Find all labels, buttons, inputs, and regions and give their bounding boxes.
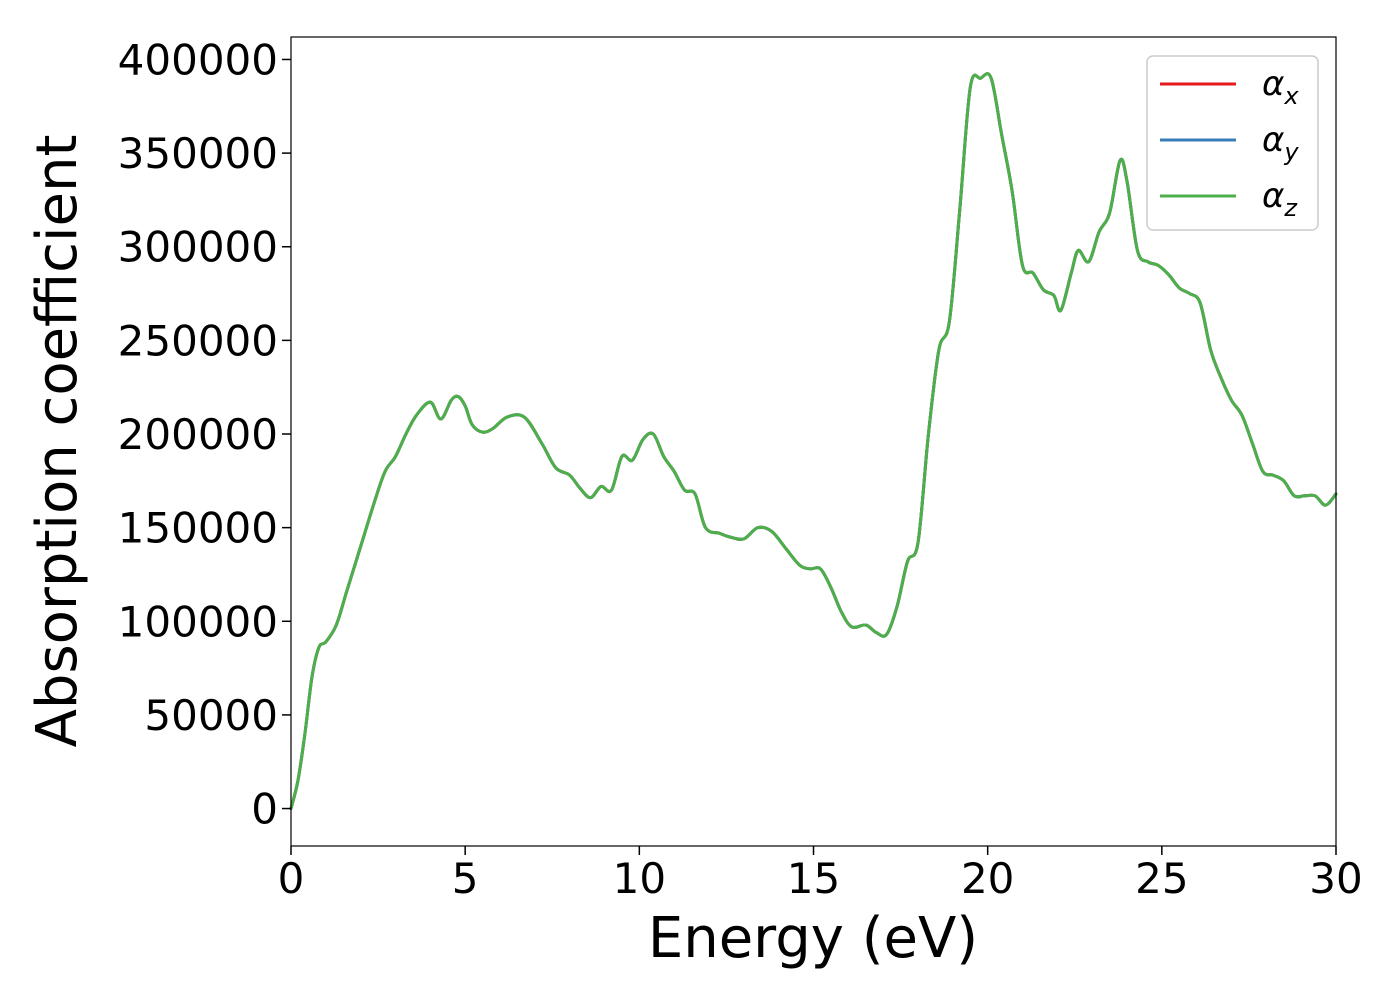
y-tick-label: 0 <box>251 785 278 834</box>
legend-label-z: αz <box>1262 176 1298 222</box>
x-tick-label: 5 <box>452 854 479 903</box>
y-tick-label: 100000 <box>118 597 278 646</box>
y-tick-label: 400000 <box>118 35 278 84</box>
y-tick-label: 300000 <box>118 223 278 272</box>
y-axis-ticks: 0 50000 100000 150000 200000 250000 300000 3500… <box>118 35 291 834</box>
x-tick-label: 20 <box>961 854 1014 903</box>
y-tick-label: 150000 <box>118 504 278 553</box>
x-axis-ticks: 0 5 10 15 20 25 30 <box>278 846 1363 903</box>
x-tick-label: 10 <box>613 854 666 903</box>
x-axis-title: Energy (eV) <box>648 906 978 971</box>
y-tick-label: 50000 <box>144 691 278 740</box>
legend: αx αy αz <box>1146 55 1319 231</box>
x-tick-label: 25 <box>1135 854 1188 903</box>
y-axis-title: Absorption coefficient <box>25 135 90 748</box>
legend-frame <box>1146 55 1319 231</box>
series-layer <box>289 72 1338 811</box>
legend-label-x: αx <box>1262 64 1299 110</box>
series-line-z <box>289 72 1338 811</box>
x-tick-label: 15 <box>787 854 840 903</box>
x-tick-label: 30 <box>1309 854 1362 903</box>
y-tick-label: 200000 <box>118 410 278 459</box>
y-tick-label: 350000 <box>118 129 278 178</box>
legend-label-y: αy <box>1262 120 1299 166</box>
x-tick-label: 0 <box>278 854 305 903</box>
y-tick-label: 250000 <box>118 316 278 365</box>
